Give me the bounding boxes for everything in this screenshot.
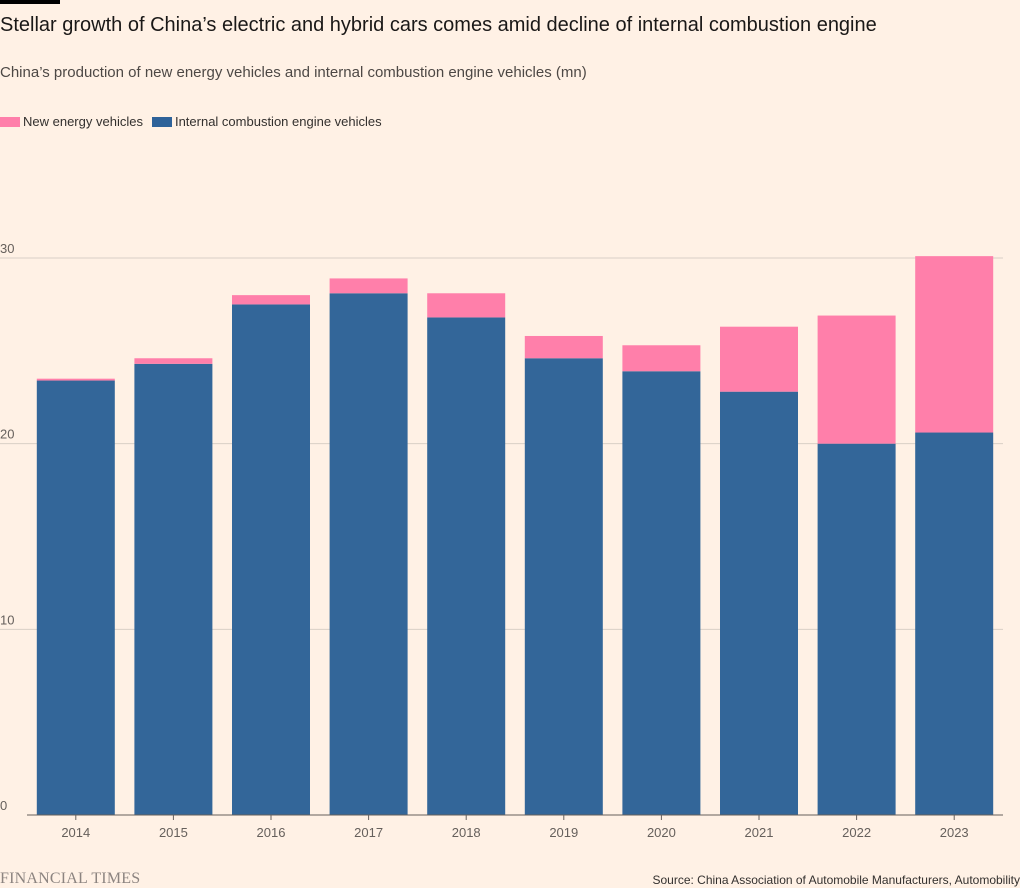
ft-logo: FINANCIAL TIMES <box>0 870 141 887</box>
x-tick-label-2020: 2020 <box>647 825 676 840</box>
x-tick-label-2017: 2017 <box>354 825 383 840</box>
bar-nev-2017 <box>329 278 408 294</box>
bar-ice-2017 <box>329 293 408 815</box>
bar-ice-2014 <box>36 380 115 815</box>
y-tick-label-10: 10 <box>0 612 14 627</box>
x-tick-label-2014: 2014 <box>61 825 90 840</box>
brand-accent-bar <box>0 0 60 4</box>
bar-ice-2019 <box>524 358 603 815</box>
bar-nev-2021 <box>720 326 798 392</box>
bar-nev-2015 <box>134 358 213 364</box>
x-tick-label-2023: 2023 <box>940 825 969 840</box>
y-tick-label-0: 0 <box>0 798 7 813</box>
bar-ice-2018 <box>427 317 506 815</box>
bar-nev-2022 <box>817 315 896 444</box>
bar-nev-2014 <box>36 378 115 381</box>
y-tick-label-20: 20 <box>0 427 14 442</box>
chart-subtitle: China’s production of new energy vehicle… <box>0 64 587 81</box>
bar-nev-2023 <box>915 256 994 433</box>
bar-ice-2015 <box>134 363 213 815</box>
y-tick-label-30: 30 <box>0 241 14 256</box>
source-note: Source: China Association of Automobile … <box>652 873 1020 887</box>
chart-legend: New energy vehicles Internal combustion … <box>0 114 391 129</box>
x-tick-label-2018: 2018 <box>452 825 481 840</box>
legend-item-ice: Internal combustion engine vehicles <box>151 114 382 129</box>
x-tick-label-2015: 2015 <box>159 825 188 840</box>
bar-ice-2016 <box>232 304 310 815</box>
x-tick-label-2021: 2021 <box>745 825 774 840</box>
bar-ice-2020 <box>622 371 701 815</box>
x-tick-label-2022: 2022 <box>842 825 871 840</box>
bar-nev-2018 <box>427 293 506 318</box>
x-tick-label-2019: 2019 <box>549 825 578 840</box>
bar-nev-2020 <box>622 345 701 372</box>
stacked-bar-chart: 0 10 20 30 2014 2015 2016 2017 2018 2019 2020 2021 2… <box>0 241 1003 840</box>
x-tick-label-2016: 2016 <box>257 825 286 840</box>
legend-label-ice: Internal combustion engine vehicles <box>174 114 382 129</box>
legend-label-new-energy: New energy vehicles <box>23 114 143 129</box>
chart-title: Stellar growth of China’s electric and h… <box>0 14 877 36</box>
bar-ice-2023 <box>915 432 994 815</box>
bar-ice-2022 <box>817 443 896 815</box>
legend-item-new-energy: New energy vehicles <box>0 114 143 129</box>
axes: 0 10 20 30 2014 2015 2016 2017 2018 2019 2020 2021 2… <box>0 241 1003 840</box>
bar-nev-2019 <box>524 335 603 359</box>
bar-ice-2021 <box>720 391 798 815</box>
bars <box>36 256 994 815</box>
legend-swatch-ice <box>151 116 172 127</box>
legend-swatch-new-energy <box>0 116 20 127</box>
bar-nev-2016 <box>232 295 310 305</box>
